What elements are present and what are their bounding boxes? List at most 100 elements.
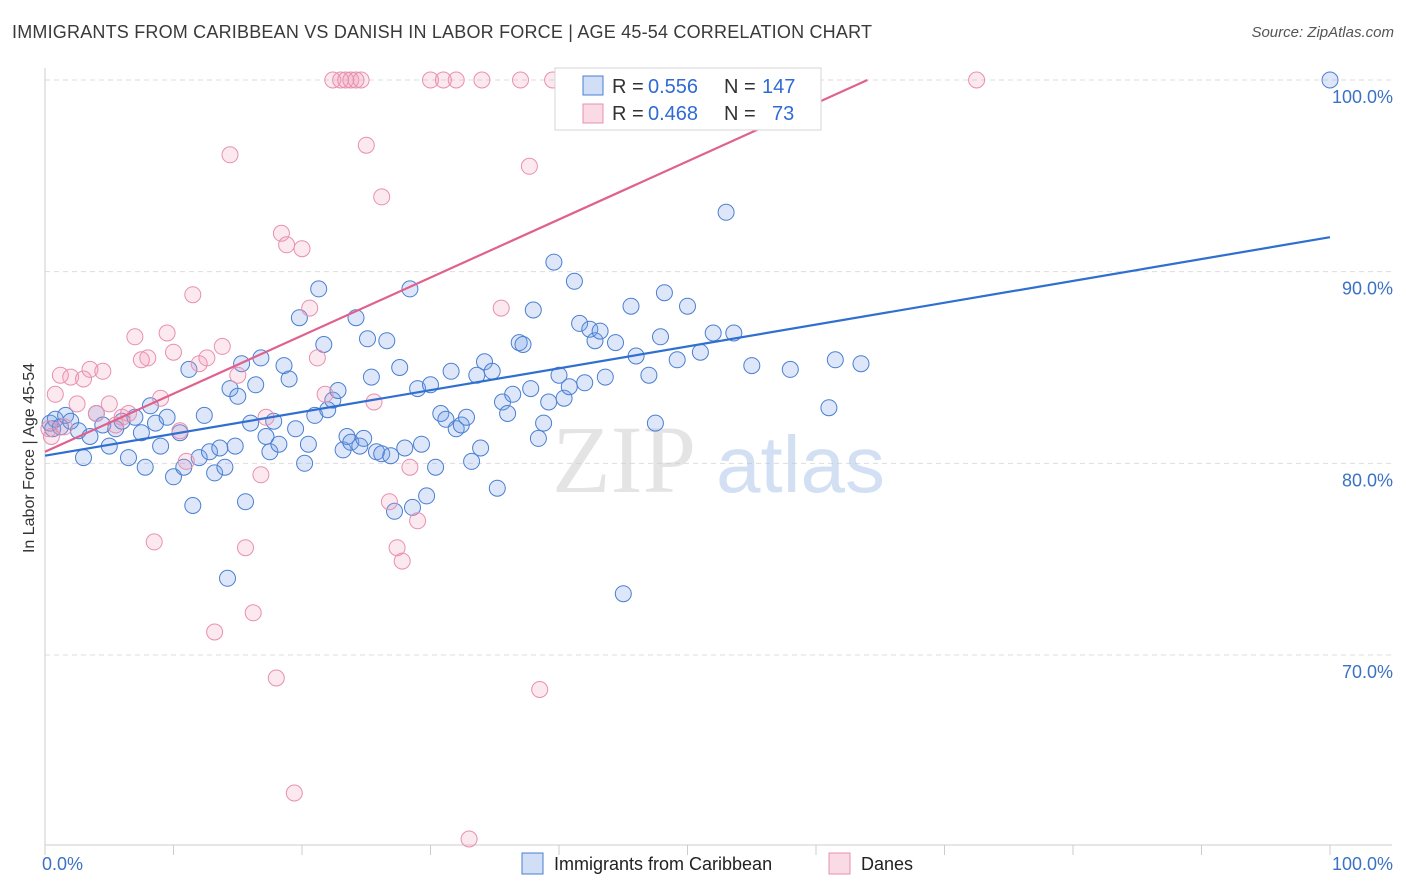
caribbean-point-39	[242, 414, 260, 432]
danes-point-40	[301, 299, 319, 317]
stats-r-value-1: 0.556	[648, 76, 698, 98]
caribbean-point-40	[247, 376, 265, 394]
caribbean-point-117	[640, 366, 658, 384]
danes-point-45	[337, 71, 355, 89]
trendline-danes	[44, 78, 868, 453]
danes-point-32	[244, 604, 262, 622]
watermark-atlas: atlas	[716, 420, 885, 509]
caribbean-point-121	[668, 351, 686, 369]
danes-point-27	[206, 623, 224, 641]
caribbean-point-38	[237, 493, 254, 511]
danes-point-60	[460, 830, 478, 848]
tick-labels: 70.0% 80.0% 90.0% 100.0% 0.0% 100.0%	[42, 87, 1393, 874]
caribbean-point-53	[310, 280, 328, 298]
caribbean-point-94	[504, 385, 522, 403]
caribbean-point-68	[378, 332, 396, 350]
danes-point-56	[409, 512, 427, 530]
caribbean-point-57	[329, 382, 347, 399]
stats-n-value-1: 147	[762, 76, 795, 98]
danes-point-49	[357, 136, 375, 154]
y-tick-label-90: 90.0%	[1342, 279, 1393, 299]
caribbean-point-30	[206, 464, 224, 482]
danes-point-21	[165, 343, 182, 361]
danes-point-54	[393, 552, 411, 570]
caribbean-point-60	[342, 433, 360, 451]
caribbean-point-131	[852, 355, 870, 373]
y-tick-label-70: 70.0%	[1342, 662, 1393, 682]
danes-point-39	[293, 240, 311, 258]
danes-point-48	[352, 71, 370, 89]
trendlines	[44, 78, 1331, 457]
danes-point-37	[278, 236, 296, 254]
legend-label-danes: Danes	[861, 854, 913, 874]
danes-point-2	[46, 385, 64, 403]
series-legend: Immigrants from Caribbean Danes	[521, 852, 913, 875]
caribbean-point-91	[488, 479, 506, 497]
danes-point-1	[42, 428, 60, 445]
danes-point-20	[158, 324, 176, 342]
x-tick-label-100: 100.0%	[1332, 854, 1393, 874]
caribbean-point-110	[586, 332, 604, 350]
danes-point-11	[100, 395, 118, 413]
x-tick-label-0: 0.0%	[42, 854, 83, 874]
danes-point-7	[75, 370, 92, 388]
danes-point-16	[132, 351, 150, 369]
axes	[44, 68, 1392, 855]
caribbean-point-85	[458, 408, 475, 426]
caribbean-point-123	[691, 343, 709, 361]
caribbean-point-120	[655, 284, 673, 302]
caribbean-point-21	[158, 408, 176, 426]
caribbean-point-111	[591, 322, 609, 340]
caribbean-point-14	[120, 449, 137, 467]
stats-r-value-2: 0.468	[648, 103, 698, 125]
caribbean-point-125	[717, 203, 735, 221]
danes-point-63	[512, 71, 529, 89]
caribbean-point-74	[404, 498, 421, 516]
caribbean-point-90	[483, 362, 501, 380]
danes-point-30	[229, 366, 247, 384]
caribbean-point-20	[152, 437, 170, 455]
trendline-caribbean	[44, 236, 1331, 457]
caribbean-point-100	[535, 414, 553, 432]
caribbean-point-112	[596, 368, 614, 386]
caribbean-point-69	[382, 447, 400, 465]
danes-point-10	[94, 362, 112, 380]
caribbean-point-31	[211, 439, 229, 457]
danes-point-44	[332, 71, 350, 89]
stats-n-label-2: N =	[724, 103, 756, 125]
legend-swatch-caribbean	[521, 852, 544, 875]
danes-point-55	[401, 458, 419, 476]
caribbean-point-70	[386, 502, 403, 520]
caribbean-point-34	[226, 437, 244, 455]
caribbean-point-99	[529, 429, 547, 447]
caribbean-point-88	[472, 439, 490, 457]
danes-point-72	[968, 71, 986, 89]
caribbean-point-64	[359, 330, 376, 348]
series-caribbean	[41, 71, 1339, 603]
caribbean-point-129	[820, 399, 838, 417]
caribbean-point-36	[229, 387, 247, 405]
legend-swatch-danes	[828, 852, 851, 875]
danes-point-4	[55, 418, 73, 436]
danes-point-17	[139, 349, 157, 367]
caribbean-point-130	[826, 351, 844, 369]
caribbean-point-45	[270, 435, 288, 453]
legend-label-caribbean: Immigrants from Caribbean	[554, 854, 772, 874]
caribbean-point-17	[136, 458, 154, 476]
danes-point-5	[62, 368, 80, 386]
caribbean-point-118	[646, 414, 664, 432]
caribbean-point-77	[418, 487, 436, 505]
danes-point-24	[184, 286, 202, 304]
caribbean-point-106	[565, 272, 583, 290]
danes-point-8	[81, 360, 99, 378]
watermark-zip: ZIP	[552, 406, 696, 513]
caribbean-point-124	[704, 324, 722, 342]
danes-point-57	[422, 71, 439, 89]
danes-point-38	[285, 784, 303, 802]
y-axis-label: In Labor Force | Age 45-54	[21, 363, 38, 553]
caribbean-point-79	[427, 458, 445, 476]
caribbean-point-47	[280, 370, 298, 388]
stats-n-label-1: N =	[724, 76, 756, 98]
danes-point-59	[447, 71, 465, 89]
